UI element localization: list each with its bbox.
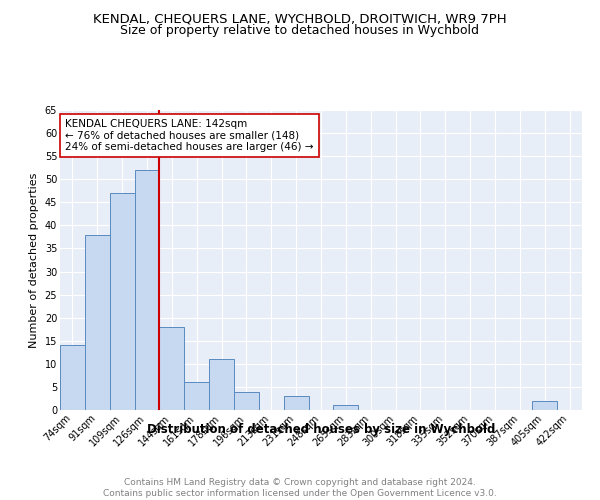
Y-axis label: Number of detached properties: Number of detached properties — [29, 172, 39, 348]
Bar — [234, 392, 259, 410]
Bar — [334, 406, 358, 410]
Bar — [532, 401, 557, 410]
Bar — [60, 346, 85, 410]
Text: Size of property relative to detached houses in Wychbold: Size of property relative to detached ho… — [121, 24, 479, 37]
Bar — [184, 382, 209, 410]
Bar — [160, 327, 184, 410]
Bar — [85, 234, 110, 410]
Bar — [284, 396, 308, 410]
Text: KENDAL, CHEQUERS LANE, WYCHBOLD, DROITWICH, WR9 7PH: KENDAL, CHEQUERS LANE, WYCHBOLD, DROITWI… — [93, 12, 507, 26]
Bar — [110, 193, 134, 410]
Text: Distribution of detached houses by size in Wychbold: Distribution of detached houses by size … — [147, 422, 495, 436]
Bar — [209, 359, 234, 410]
Bar — [134, 170, 160, 410]
Text: KENDAL CHEQUERS LANE: 142sqm
← 76% of detached houses are smaller (148)
24% of s: KENDAL CHEQUERS LANE: 142sqm ← 76% of de… — [65, 119, 314, 152]
Text: Contains HM Land Registry data © Crown copyright and database right 2024.
Contai: Contains HM Land Registry data © Crown c… — [103, 478, 497, 498]
